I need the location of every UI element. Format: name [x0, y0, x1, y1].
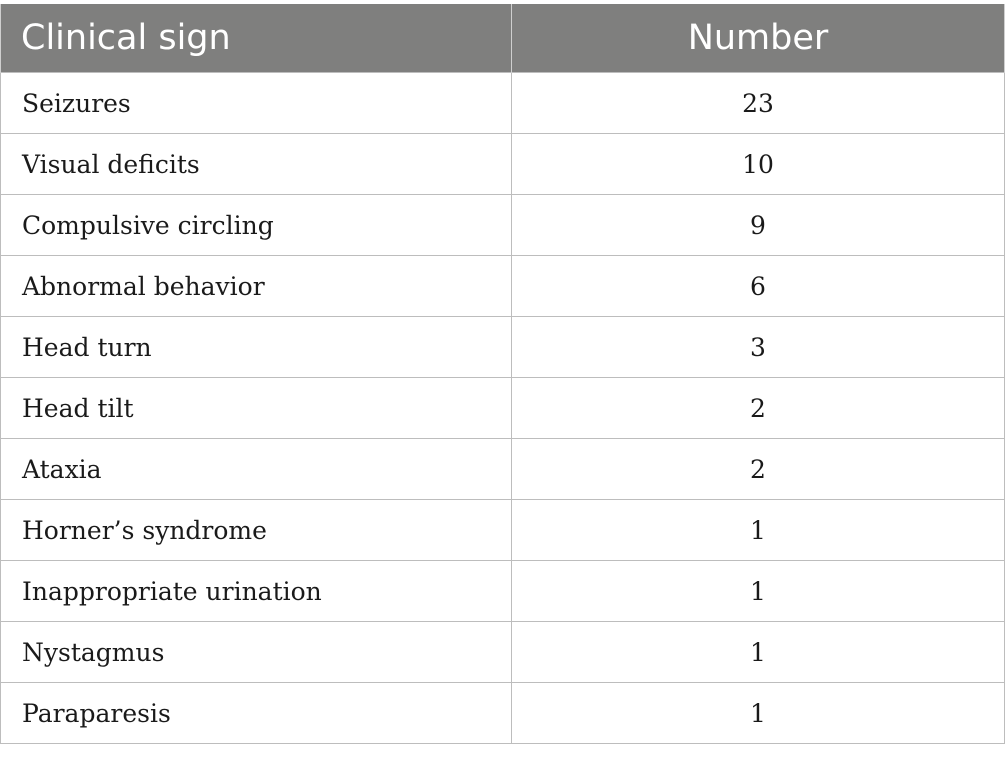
cell-clinical-sign: Visual deficits	[0, 133, 512, 195]
table-row: Inappropriate urination 1	[0, 560, 1005, 622]
cell-number: 6	[511, 255, 1005, 317]
table-row: Ataxia 2	[0, 438, 1005, 500]
cell-number: 2	[511, 438, 1005, 500]
cell-clinical-sign: Paraparesis	[0, 682, 512, 744]
table-row: Head turn 3	[0, 316, 1005, 378]
cell-number: 1	[511, 682, 1005, 744]
cell-number: 1	[511, 499, 1005, 561]
cell-number: 10	[511, 133, 1005, 195]
table-header: Clinical sign Number	[0, 4, 1005, 73]
table-row: Visual deficits 10	[0, 133, 1005, 195]
cell-clinical-sign: Compulsive circling	[0, 194, 512, 256]
table-row: Head tilt 2	[0, 377, 1005, 439]
column-header-clinical-sign: Clinical sign	[0, 4, 512, 73]
table-row: Paraparesis 1	[0, 682, 1005, 744]
cell-number: 9	[511, 194, 1005, 256]
column-header-number: Number	[511, 4, 1005, 73]
table-row: Abnormal behavior 6	[0, 255, 1005, 317]
cell-clinical-sign: Horner’s syndrome	[0, 499, 512, 561]
cell-number: 3	[511, 316, 1005, 378]
clinical-signs-table: Clinical sign Number Seizures 23 Visual …	[0, 4, 1005, 744]
cell-clinical-sign: Abnormal behavior	[0, 255, 512, 317]
table-row: Compulsive circling 9	[0, 194, 1005, 256]
table-row: Nystagmus 1	[0, 621, 1005, 683]
cell-number: 2	[511, 377, 1005, 439]
clinical-signs-table-container: Clinical sign Number Seizures 23 Visual …	[0, 4, 1005, 744]
cell-number: 1	[511, 621, 1005, 683]
cell-clinical-sign: Head turn	[0, 316, 512, 378]
cell-clinical-sign: Head tilt	[0, 377, 512, 439]
cell-clinical-sign: Inappropriate urination	[0, 560, 512, 622]
table-body: Seizures 23 Visual deficits 10 Compulsiv…	[0, 72, 1005, 744]
table-row: Horner’s syndrome 1	[0, 499, 1005, 561]
header-row: Clinical sign Number	[0, 4, 1005, 73]
cell-clinical-sign: Nystagmus	[0, 621, 512, 683]
cell-clinical-sign: Seizures	[0, 72, 512, 134]
cell-number: 23	[511, 72, 1005, 134]
cell-clinical-sign: Ataxia	[0, 438, 512, 500]
table-row: Seizures 23	[0, 72, 1005, 134]
cell-number: 1	[511, 560, 1005, 622]
